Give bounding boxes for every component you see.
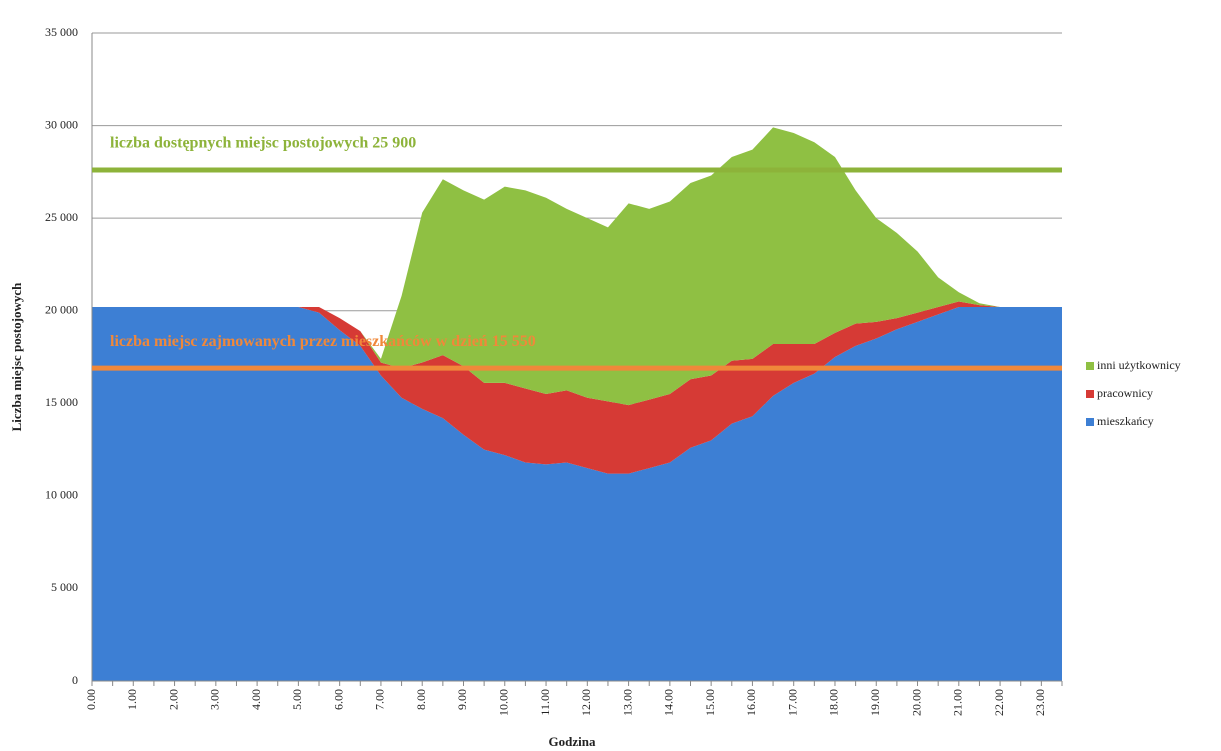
reference-label: liczba miejsc zajmowanych przez mieszkań…	[110, 333, 536, 350]
y-tick-label: 5 000	[51, 580, 78, 594]
x-tick-label: 4.00	[249, 689, 263, 710]
y-tick-label: 25 000	[45, 210, 78, 224]
legend-swatch	[1086, 362, 1094, 370]
x-tick-label: 7.00	[373, 689, 387, 710]
x-tick-label: 18.00	[827, 689, 841, 716]
y-tick-label: 35 000	[45, 25, 78, 39]
x-tick-label: 5.00	[290, 689, 304, 710]
x-tick-label: 20.00	[909, 689, 923, 716]
x-axis-title: Godzina	[549, 734, 596, 749]
legend-label: mieszkańcy	[1097, 414, 1154, 428]
y-axis-title: Liczba miejsc postojowych	[9, 282, 24, 432]
x-tick-label: 19.00	[868, 689, 882, 716]
x-tick-label: 15.00	[703, 689, 717, 716]
x-tick-label: 2.00	[166, 689, 180, 710]
x-tick-label: 21.00	[951, 689, 965, 716]
x-tick-label: 17.00	[785, 689, 799, 716]
x-tick-label: 16.00	[744, 689, 758, 716]
area	[92, 307, 1062, 681]
y-tick-label: 15 000	[45, 395, 78, 409]
x-tick-label: 11.00	[538, 689, 552, 716]
y-tick-label: 20 000	[45, 302, 78, 316]
x-tick-label: 10.00	[497, 689, 511, 716]
y-tick-label: 10 000	[45, 488, 78, 502]
x-tick-label: 23.00	[1033, 689, 1047, 716]
x-tick-label: 1.00	[125, 689, 139, 710]
legend-label: pracownicy	[1097, 386, 1153, 400]
x-tick-label: 13.00	[620, 689, 634, 716]
x-tick-label: 22.00	[992, 689, 1006, 716]
area	[92, 127, 1062, 406]
y-tick-label: 30 000	[45, 117, 78, 131]
x-tick-label: 0.00	[84, 689, 98, 710]
x-tick-label: 12.00	[579, 689, 593, 716]
x-tick-label: 8.00	[414, 689, 428, 710]
x-tick-label: 6.00	[331, 689, 345, 710]
x-tick-label: 14.00	[662, 689, 676, 716]
legend-label: inni użytkownicy	[1097, 358, 1181, 372]
x-tick-label: 3.00	[208, 689, 222, 710]
legend-swatch	[1086, 390, 1094, 398]
area	[92, 301, 1062, 474]
y-tick-label: 0	[72, 673, 78, 687]
legend-swatch	[1086, 418, 1094, 426]
x-tick-label: 9.00	[455, 689, 469, 710]
reference-label: liczba dostępnych miejsc postojowych 25 …	[110, 135, 416, 152]
